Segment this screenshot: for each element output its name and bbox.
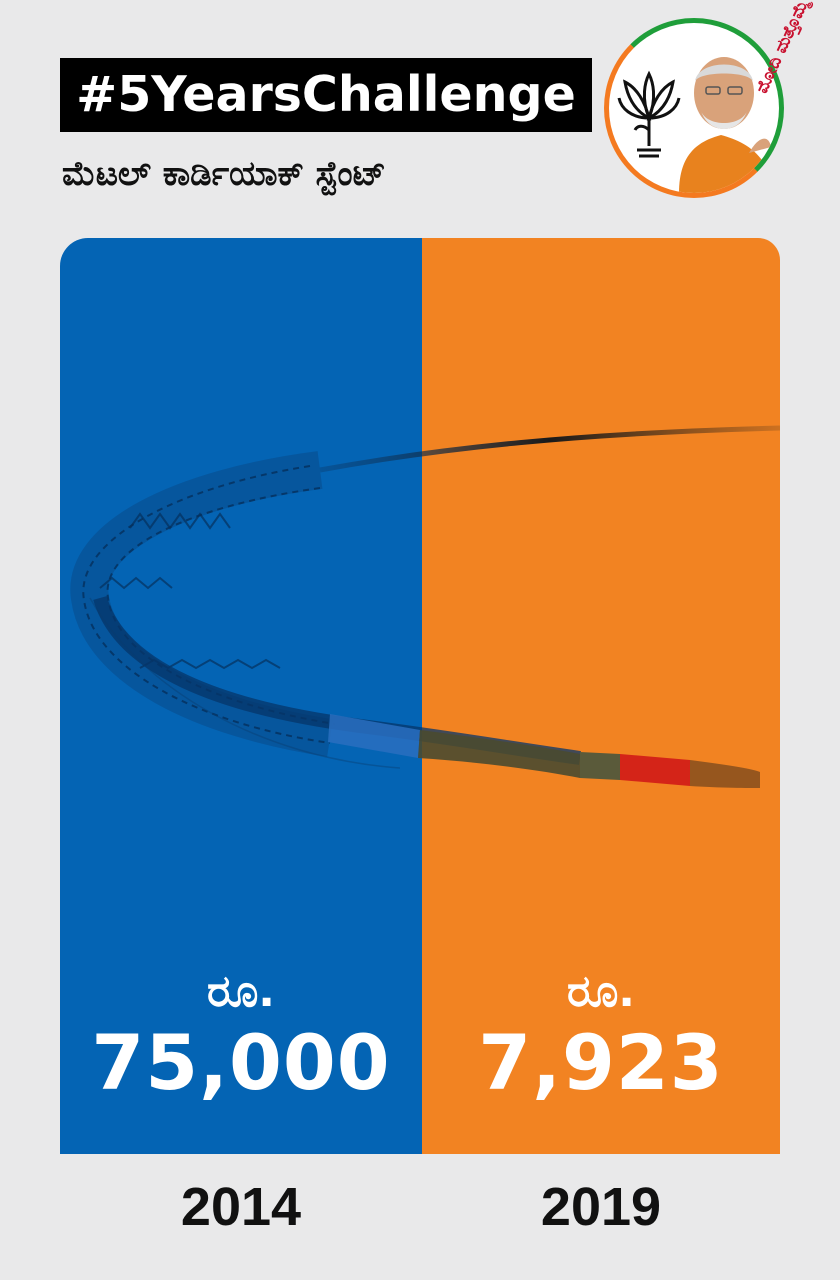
lotus-logo-icon: [617, 70, 681, 158]
currency-2019: ರೂ.: [566, 966, 636, 1017]
price-2019: 7,923: [478, 1018, 724, 1107]
badge-art: [617, 57, 774, 193]
year-2019: 2019: [540, 1177, 662, 1237]
panel-2019: [422, 238, 780, 1154]
currency-2014: ರೂ.: [206, 966, 276, 1017]
hashtag-banner: #5YearsChallenge: [60, 58, 592, 132]
year-2014: 2014: [180, 1177, 302, 1237]
price-2014: 75,000: [91, 1018, 391, 1107]
stent-illustration: [70, 425, 780, 788]
campaign-badge: [604, 18, 784, 198]
subtitle: ಮೆಟಲ್ ಕಾರ್ಡಿಯಾಕ್ ಸ್ಟೆಂಟ್: [62, 154, 386, 194]
guide-wire-upper: [319, 425, 780, 473]
leader-portrait: [679, 57, 774, 193]
stent-mesh: [70, 451, 333, 757]
